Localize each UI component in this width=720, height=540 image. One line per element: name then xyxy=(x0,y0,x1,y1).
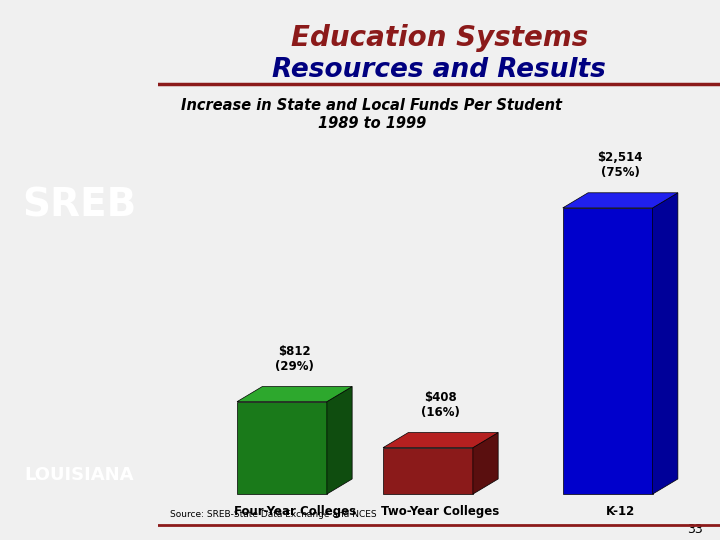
Polygon shape xyxy=(327,387,352,494)
Text: Education Systems: Education Systems xyxy=(291,24,588,52)
Polygon shape xyxy=(237,387,352,402)
Polygon shape xyxy=(652,193,678,494)
Text: $408
(16%): $408 (16%) xyxy=(421,391,460,419)
Text: Resources and Results: Resources and Results xyxy=(272,57,606,83)
Polygon shape xyxy=(563,193,678,208)
Polygon shape xyxy=(563,208,652,494)
Text: LOUISIANA: LOUISIANA xyxy=(24,466,134,484)
Text: $812
(29%): $812 (29%) xyxy=(275,345,314,373)
Text: Four-Year Colleges: Four-Year Colleges xyxy=(233,505,356,518)
Text: K-12: K-12 xyxy=(606,505,635,518)
Text: $2,514
(75%): $2,514 (75%) xyxy=(598,151,643,179)
Text: Increase in State and Local Funds Per Student
1989 to 1999: Increase in State and Local Funds Per St… xyxy=(181,98,562,131)
Polygon shape xyxy=(383,433,498,448)
Text: SREB: SREB xyxy=(22,186,136,224)
Text: 33: 33 xyxy=(688,523,703,536)
Polygon shape xyxy=(237,402,327,494)
Polygon shape xyxy=(473,433,498,494)
Text: Two-Year Colleges: Two-Year Colleges xyxy=(382,505,500,518)
Text: Source: SREB-State Data Exchange and NCES: Source: SREB-State Data Exchange and NCE… xyxy=(170,510,377,519)
Polygon shape xyxy=(383,448,473,494)
